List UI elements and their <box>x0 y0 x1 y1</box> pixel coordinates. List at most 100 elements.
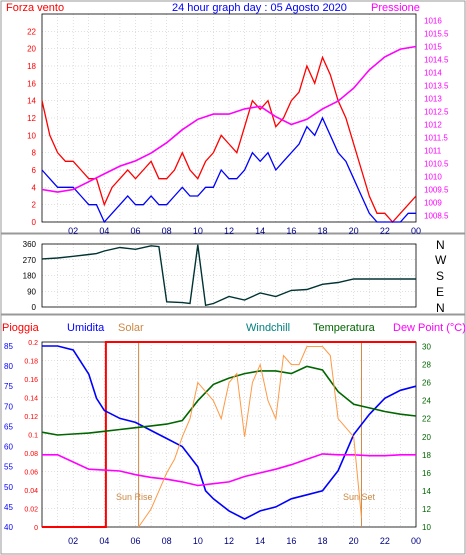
humidity-series-line <box>42 345 417 520</box>
pressure-title: Pressione <box>371 2 420 14</box>
temperature-y-tick-label: 14 <box>422 487 431 496</box>
humidity-y-tick-label: 75 <box>4 382 13 391</box>
wind-plot-border <box>41 13 417 223</box>
weather-x-tick-label: 04 <box>99 536 109 546</box>
rain-y-tick-label: 0.16 <box>24 377 38 384</box>
weather-x-tick-label: 18 <box>317 536 327 546</box>
solar-label: Solar <box>118 322 144 334</box>
pressure-y-tick-label: 1014.5 <box>424 56 449 65</box>
wind-x-tick-label: 04 <box>99 226 109 236</box>
rain-y-tick-label: 0.04 <box>24 488 38 495</box>
wind-x-tick-label: 02 <box>68 226 78 236</box>
wind-y-tick-label: 14 <box>27 97 36 106</box>
temperature-y-tick-label: 30 <box>422 343 431 352</box>
wind-x-tick-label: 20 <box>349 226 359 236</box>
temperature-y-tick-label: 10 <box>422 523 431 532</box>
wind-x-tick-label: 18 <box>317 226 327 236</box>
humidity-y-tick-label: 40 <box>4 523 13 532</box>
weather-x-tick-label: 14 <box>255 536 265 546</box>
pressure-y-tick-label: 1016 <box>424 17 442 26</box>
rain-label: Pioggia <box>2 322 40 334</box>
wind-y-tick-label: 12 <box>27 114 36 123</box>
compass-n-bottom: N <box>436 301 445 315</box>
rain-y-tick-label: 0.06 <box>24 470 38 477</box>
compass-e: E <box>436 285 444 299</box>
pressure-y-tick-label: 1010.5 <box>424 160 449 169</box>
dewpoint-label: Dew Point (°C) <box>393 322 466 334</box>
rain-y-tick-label: 0.08 <box>24 451 38 458</box>
weather-x-tick-label: 02 <box>68 536 78 546</box>
weather-x-tick-label: 16 <box>286 536 296 546</box>
pressure-y-tick-label: 1011 <box>424 147 442 156</box>
direction-y-tick-label: 360 <box>23 240 37 249</box>
pressure-y-tick-label: 1012 <box>424 121 442 130</box>
pressure-y-tick-label: 1015.5 <box>424 30 449 39</box>
humidity-y-tick-label: 50 <box>4 483 13 492</box>
direction-plot-border <box>41 243 417 308</box>
rain-series-line <box>42 341 416 528</box>
rain-y-tick-label: 0.18 <box>24 359 38 366</box>
temperature-series-line <box>41 365 417 436</box>
sun-rise-label: Sun Rise <box>116 492 153 502</box>
temperature-y-tick-label: 20 <box>422 433 431 442</box>
gust-series-line <box>41 116 416 224</box>
wind-x-tick-label: 22 <box>380 226 390 236</box>
direction-series-line <box>41 244 416 307</box>
weather-x-tick-label: 06 <box>130 536 140 546</box>
weather-x-tick-label: 22 <box>380 536 390 546</box>
pressure-y-tick-label: 1014 <box>424 69 442 78</box>
windchill-label: Windchill <box>246 322 290 334</box>
weather-panel-frame <box>0 314 466 555</box>
pressure-y-tick-label: 1010 <box>424 173 442 182</box>
humidity-y-tick-label: 55 <box>4 463 13 472</box>
humidity-y-tick-label: 45 <box>4 503 13 512</box>
temperature-y-tick-label: 24 <box>422 397 431 406</box>
direction-y-tick-label: 0 <box>32 303 37 312</box>
pressure-y-tick-label: 1009 <box>424 199 442 208</box>
wind-y-tick-label: 22 <box>27 27 36 36</box>
compass-w: W <box>435 253 447 267</box>
wind-y-tick-label: 16 <box>27 79 36 88</box>
wind-x-tick-label: 10 <box>193 226 203 236</box>
rain-y-tick-label: 0 <box>34 525 38 532</box>
wind-series-line <box>41 55 417 223</box>
temperature-y-tick-label: 18 <box>422 451 431 460</box>
direction-y-tick-label: 180 <box>23 272 37 281</box>
rain-y-tick-label: 0.1 <box>28 433 38 440</box>
dewpoint-series-line <box>42 453 416 487</box>
wind-x-tick-label: 14 <box>255 226 265 236</box>
humidity-y-tick-label: 80 <box>4 362 13 371</box>
wind-y-tick-label: 18 <box>27 62 36 71</box>
direction-y-tick-label: 270 <box>23 256 37 265</box>
chart-dynamic-layer: 02468101214161820221008.510091009.510101… <box>4 13 449 546</box>
graph-day-title: 24 hour graph day : 05 Agosto 2020 <box>172 2 347 14</box>
pressure-series-line <box>41 45 417 193</box>
pressure-y-tick-label: 1009.5 <box>424 186 449 195</box>
weather-x-tick-label: 10 <box>193 536 203 546</box>
humidity-y-tick-label: 65 <box>4 422 13 431</box>
wind-x-tick-label: 06 <box>130 226 140 236</box>
solar-series-line <box>138 346 362 528</box>
wind-x-tick-label: 12 <box>224 226 234 236</box>
weather-x-tick-label: 00 <box>411 536 421 546</box>
pressure-y-tick-label: 1011.5 <box>424 134 448 143</box>
pressure-y-tick-label: 1015 <box>424 43 442 52</box>
weather-x-tick-label: 12 <box>224 536 234 546</box>
temperature-y-tick-label: 22 <box>422 415 431 424</box>
wind-y-tick-label: 2 <box>32 201 37 210</box>
pressure-y-tick-label: 1013 <box>424 95 442 104</box>
direction-y-tick-label: 90 <box>27 287 36 296</box>
pressure-y-tick-label: 1008.5 <box>424 212 449 221</box>
wind-speed-title: Forza vento <box>6 2 64 14</box>
temperature-label: Temperatura <box>313 322 376 334</box>
direction-panel-frame <box>0 233 466 315</box>
wind-panel-frame <box>0 0 466 234</box>
humidity-y-tick-label: 70 <box>4 402 13 411</box>
pressure-y-tick-label: 1012.5 <box>424 108 449 117</box>
weather-x-tick-label: 20 <box>349 536 359 546</box>
wind-y-tick-label: 4 <box>32 183 37 192</box>
temperature-y-tick-label: 26 <box>422 379 431 388</box>
rain-y-tick-label: 0.14 <box>24 396 38 403</box>
wind-x-tick-label: 00 <box>411 226 421 236</box>
